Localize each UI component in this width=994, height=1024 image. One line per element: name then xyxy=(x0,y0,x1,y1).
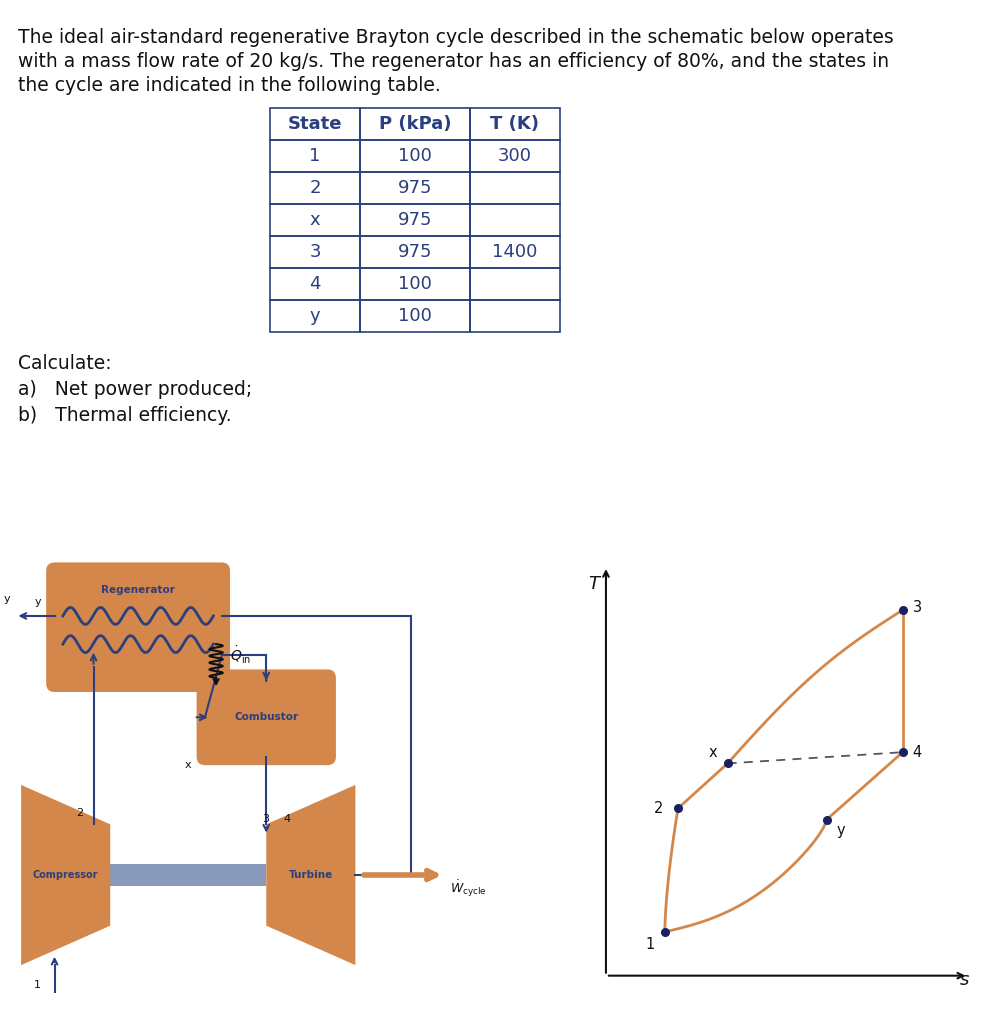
Text: 4: 4 xyxy=(309,275,320,293)
Bar xyxy=(269,204,360,236)
Text: 100: 100 xyxy=(398,307,431,325)
Text: P (kPa): P (kPa) xyxy=(379,115,451,133)
Text: 2: 2 xyxy=(76,808,83,818)
Bar xyxy=(469,300,560,332)
Text: with a mass flow rate of 20 kg/s. The regenerator has an efficiency of 80%, and : with a mass flow rate of 20 kg/s. The re… xyxy=(18,52,889,71)
Bar xyxy=(360,268,469,300)
Text: 975: 975 xyxy=(398,179,431,197)
Text: x: x xyxy=(309,211,320,229)
Text: 975: 975 xyxy=(398,211,431,229)
Bar xyxy=(360,140,469,172)
Bar xyxy=(469,236,560,268)
Bar xyxy=(269,268,360,300)
Text: y: y xyxy=(309,307,320,325)
Polygon shape xyxy=(21,784,110,965)
Text: Turbine: Turbine xyxy=(288,870,333,880)
Text: y: y xyxy=(35,597,41,607)
Bar xyxy=(360,108,469,140)
Text: 3: 3 xyxy=(911,600,920,615)
Text: 1: 1 xyxy=(645,937,654,952)
Text: Regenerator: Regenerator xyxy=(101,585,175,595)
Text: b)   Thermal efficiency.: b) Thermal efficiency. xyxy=(18,406,232,425)
Text: Combustor: Combustor xyxy=(234,713,298,722)
Bar xyxy=(469,108,560,140)
Text: 3: 3 xyxy=(261,814,268,823)
Bar xyxy=(360,172,469,204)
Bar xyxy=(469,140,560,172)
Text: The ideal air-standard regenerative Brayton cycle described in the schematic bel: The ideal air-standard regenerative Bray… xyxy=(18,28,893,47)
Bar xyxy=(469,268,560,300)
Text: 2: 2 xyxy=(653,801,662,816)
Text: $\dot{Q}_{\mathrm{in}}$: $\dot{Q}_{\mathrm{in}}$ xyxy=(230,645,250,666)
Bar xyxy=(269,300,360,332)
Text: T: T xyxy=(587,574,599,593)
Text: the cycle are indicated in the following table.: the cycle are indicated in the following… xyxy=(18,76,440,95)
Polygon shape xyxy=(266,784,355,965)
Text: a)   Net power produced;: a) Net power produced; xyxy=(18,380,252,399)
Bar xyxy=(360,204,469,236)
Text: 1: 1 xyxy=(309,147,320,165)
Text: x: x xyxy=(185,760,192,770)
Text: 100: 100 xyxy=(398,275,431,293)
Bar xyxy=(469,172,560,204)
Text: 4: 4 xyxy=(911,744,920,760)
Text: 2: 2 xyxy=(309,179,320,197)
Text: 4: 4 xyxy=(282,814,290,823)
Text: 1: 1 xyxy=(34,980,42,990)
Text: x: x xyxy=(709,745,717,760)
Text: 3: 3 xyxy=(309,243,320,261)
Text: T (K): T (K) xyxy=(490,115,539,133)
Bar xyxy=(269,108,360,140)
Bar xyxy=(269,236,360,268)
Text: y: y xyxy=(3,594,10,604)
FancyBboxPatch shape xyxy=(46,562,230,692)
Text: s: s xyxy=(958,971,968,989)
Bar xyxy=(360,300,469,332)
Text: Calculate:: Calculate: xyxy=(18,354,111,373)
FancyBboxPatch shape xyxy=(197,670,336,765)
Bar xyxy=(269,140,360,172)
Text: State: State xyxy=(287,115,342,133)
Text: 300: 300 xyxy=(498,147,532,165)
Bar xyxy=(469,204,560,236)
Text: 1400: 1400 xyxy=(492,243,537,261)
Text: y: y xyxy=(836,823,845,838)
Text: 975: 975 xyxy=(398,243,431,261)
Text: 100: 100 xyxy=(398,147,431,165)
Text: Compressor: Compressor xyxy=(33,870,98,880)
Text: $\dot{W}_{\mathrm{cycle}}$: $\dot{W}_{\mathrm{cycle}}$ xyxy=(449,879,486,899)
Bar xyxy=(360,236,469,268)
Bar xyxy=(110,864,266,886)
Bar xyxy=(269,172,360,204)
